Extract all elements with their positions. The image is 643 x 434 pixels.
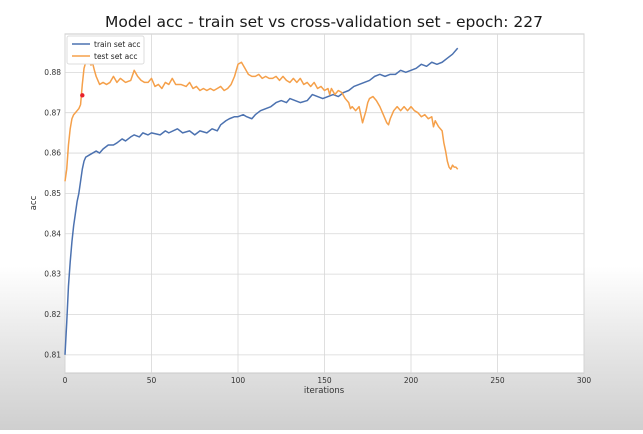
y-tick-label: 0.82 xyxy=(44,310,61,319)
legend-box xyxy=(66,35,145,65)
x-tick-label: 250 xyxy=(490,376,505,385)
x-tick-label: 100 xyxy=(231,376,246,385)
x-tick-label: 300 xyxy=(577,376,592,385)
y-tick-label: 0.86 xyxy=(44,149,61,158)
series-train-line xyxy=(64,47,459,355)
chart-title: Model acc - train set vs cross-validatio… xyxy=(105,13,543,31)
x-tick-label: 50 xyxy=(147,376,157,385)
x-tick-label: 200 xyxy=(404,376,419,385)
series-lines xyxy=(64,47,459,355)
x-axis-label: iterations xyxy=(304,386,345,396)
markers xyxy=(80,93,85,98)
marker-point xyxy=(80,93,85,98)
y-tick-label: 0.84 xyxy=(44,229,61,238)
y-tick-label: 0.88 xyxy=(44,68,61,77)
y-tick-label: 0.87 xyxy=(44,108,61,117)
series-test-line xyxy=(64,57,459,182)
x-axis-ticks: 0 50 100 150 200 250 300 xyxy=(63,376,592,385)
y-axis-ticks: 0.81 0.82 0.83 0.84 0.85 0.86 0.87 0.88 xyxy=(44,68,61,360)
y-tick-label: 0.85 xyxy=(44,189,61,198)
y-tick-label: 0.83 xyxy=(44,270,61,279)
x-tick-label: 150 xyxy=(317,376,332,385)
legend-label-train: train set acc xyxy=(94,40,141,49)
x-tick-label: 0 xyxy=(63,376,68,385)
grid-lines xyxy=(64,34,585,373)
legend-label-test: test set acc xyxy=(94,52,137,61)
legend: train set acc test set acc xyxy=(66,35,145,65)
y-axis-label: acc xyxy=(29,195,39,210)
y-tick-label: 0.81 xyxy=(44,350,61,359)
